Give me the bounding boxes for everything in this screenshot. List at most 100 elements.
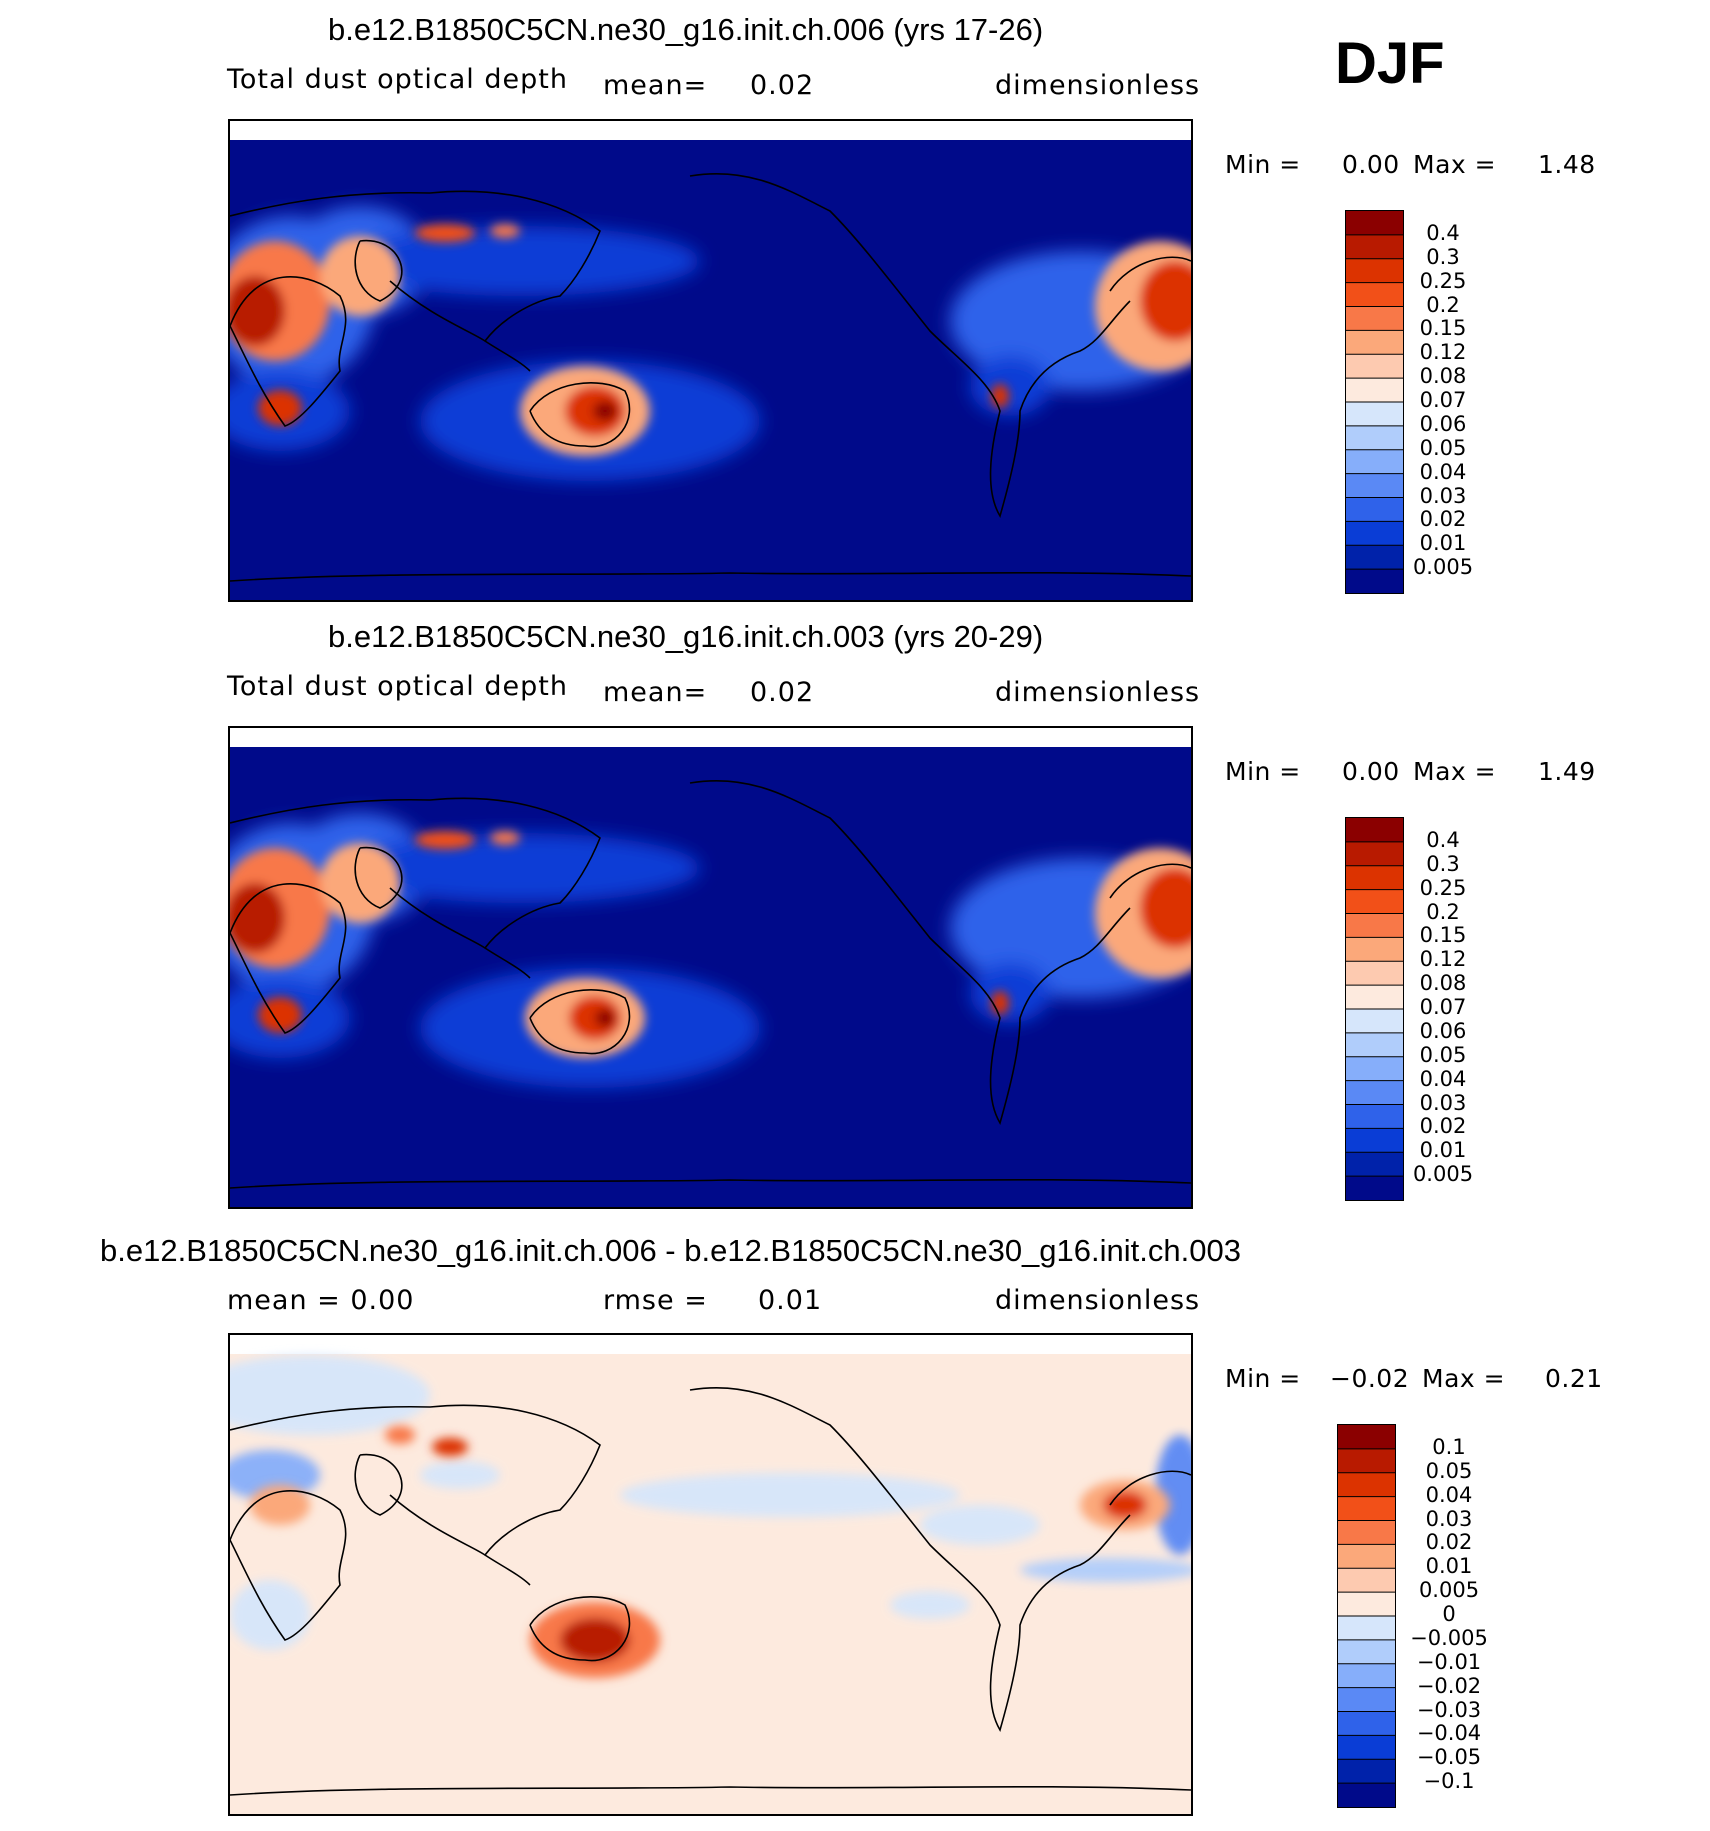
panel3-positive-anomalies bbox=[250, 1426, 1170, 1678]
colorbar-level-label: 0 bbox=[1442, 1602, 1456, 1626]
panel1-min-label: Min = bbox=[1225, 150, 1301, 179]
colorbar-swatch bbox=[1346, 425, 1403, 451]
colorbar-level-label: 0.03 bbox=[1419, 483, 1467, 508]
colorbar-swatch bbox=[1346, 569, 1403, 594]
colorbar-level-label: −0.03 bbox=[1416, 1697, 1482, 1722]
colorbar-swatch bbox=[1346, 818, 1403, 843]
colorbar-level-label: 0.005 bbox=[1418, 1578, 1480, 1603]
colorbar-swatch bbox=[1346, 865, 1403, 891]
panel3-max-label: Max = bbox=[1422, 1364, 1506, 1393]
colorbar-swatch bbox=[1338, 1735, 1395, 1760]
panel2-mean-label: mean= bbox=[603, 677, 708, 708]
colorbar-level-label: −0.01 bbox=[1416, 1649, 1482, 1674]
panel3-rmse-value: 0.01 bbox=[758, 1285, 823, 1316]
colorbar-level-label: 0.03 bbox=[1425, 1506, 1473, 1531]
panel3-negative-anomalies bbox=[230, 1355, 1191, 1650]
colorbar-swatch bbox=[1346, 282, 1403, 308]
colorbar-swatch bbox=[1338, 1472, 1395, 1498]
colorbar-level-label: −0.1 bbox=[1423, 1769, 1475, 1794]
season-label: DJF bbox=[1335, 31, 1445, 96]
colorbar-swatch bbox=[1338, 1448, 1395, 1474]
colorbar-level-label: 0.04 bbox=[1419, 459, 1467, 484]
colorbar-level-label: 0.01 bbox=[1419, 531, 1467, 556]
panel1-mean-value: 0.02 bbox=[750, 70, 815, 101]
colorbar-level-label: −0.05 bbox=[1416, 1745, 1482, 1770]
colorbar-level-label: 0.12 bbox=[1419, 947, 1467, 972]
colorbar-swatch bbox=[1346, 545, 1403, 570]
colorbar-swatch bbox=[1346, 961, 1403, 986]
colorbar-swatch bbox=[1346, 1080, 1403, 1106]
colorbar-level-label: 0.2 bbox=[1426, 292, 1460, 317]
colorbar-swatch bbox=[1338, 1687, 1395, 1713]
colorbar-swatch bbox=[1338, 1639, 1395, 1665]
colorbar-level-label: 0.12 bbox=[1419, 340, 1467, 365]
colorbar-level-label: 0.3 bbox=[1426, 851, 1460, 876]
colorbar-swatch bbox=[1338, 1783, 1395, 1808]
colorbar-swatch bbox=[1346, 258, 1403, 284]
panel1-dust-cores bbox=[230, 224, 1191, 456]
colorbar-level-label: 0.005 bbox=[1412, 555, 1474, 580]
colorbar-swatch bbox=[1346, 211, 1403, 236]
colorbar-swatch bbox=[1338, 1568, 1395, 1593]
panel2-min-label: Min = bbox=[1225, 757, 1301, 786]
colorbar-level-label: 0.07 bbox=[1419, 388, 1467, 412]
panel2-max-value: 1.49 bbox=[1538, 757, 1596, 786]
colorbar-swatch bbox=[1346, 1032, 1403, 1058]
panel1-units: dimensionless bbox=[995, 70, 1201, 101]
colorbar-swatch bbox=[1346, 234, 1403, 260]
colorbar-level-label: 0.1 bbox=[1432, 1434, 1466, 1459]
colorbar-swatch bbox=[1346, 330, 1403, 355]
panel2-variable-label: Total dust optical depth bbox=[227, 671, 568, 702]
colorbar-swatch bbox=[1338, 1520, 1395, 1545]
panel2-units: dimensionless bbox=[995, 677, 1201, 708]
colorbar-level-label: 0.01 bbox=[1419, 1138, 1467, 1163]
colorbar-swatch bbox=[1338, 1616, 1395, 1641]
panel3-rmse-label: rmse = bbox=[603, 1285, 708, 1316]
panel1-min-value: 0.00 bbox=[1342, 150, 1400, 179]
colorbar-level-label: 0.04 bbox=[1425, 1482, 1473, 1507]
colorbar-level-label: 0.06 bbox=[1419, 1018, 1467, 1043]
panel2-mean-value: 0.02 bbox=[750, 677, 815, 708]
colorbar-level-label: 0.06 bbox=[1419, 411, 1467, 436]
panel2-coastlines bbox=[230, 779, 1191, 1189]
panel3-title: b.e12.B1850C5CN.ne30_g16.init.ch.006 - b… bbox=[100, 1233, 1241, 1268]
colorbar-swatch bbox=[1346, 1128, 1403, 1153]
panel2-min-value: 0.00 bbox=[1342, 757, 1400, 786]
panel3-min-label: Min = bbox=[1225, 1364, 1301, 1393]
panel1-max-label: Max = bbox=[1413, 150, 1497, 179]
colorbar-swatch bbox=[1338, 1544, 1395, 1569]
colorbar-level-label: 0.15 bbox=[1419, 923, 1467, 948]
colorbar-swatch bbox=[1338, 1496, 1395, 1522]
panel1-colorbar bbox=[1345, 210, 1404, 594]
colorbar-swatch bbox=[1346, 1056, 1403, 1082]
colorbar-level-label: 0.08 bbox=[1419, 971, 1467, 996]
panel3-mean-label: mean = 0.00 bbox=[227, 1285, 415, 1316]
colorbar-level-label: 0.07 bbox=[1419, 995, 1467, 1019]
colorbar-swatch bbox=[1346, 402, 1403, 427]
colorbar-swatch bbox=[1346, 937, 1403, 962]
colorbar-level-label: 0.4 bbox=[1426, 220, 1460, 245]
panel2-map bbox=[228, 726, 1193, 1209]
colorbar-level-label: 0.05 bbox=[1419, 1042, 1467, 1067]
colorbar-swatch bbox=[1346, 354, 1403, 379]
panel1-title: b.e12.B1850C5CN.ne30_g16.init.ch.006 (yr… bbox=[328, 12, 1044, 47]
panel3-coastlines bbox=[230, 1386, 1191, 1796]
panel1-mean-label: mean= bbox=[603, 70, 708, 101]
colorbar-level-label: 0.02 bbox=[1419, 507, 1467, 532]
colorbar-swatch bbox=[1346, 913, 1403, 938]
panel3-units: dimensionless bbox=[995, 1285, 1201, 1316]
colorbar-swatch bbox=[1346, 889, 1403, 915]
panel3-max-value: 0.21 bbox=[1545, 1364, 1603, 1393]
panel1-max-value: 1.48 bbox=[1538, 150, 1596, 179]
colorbar-swatch bbox=[1346, 521, 1403, 546]
colorbar-swatch bbox=[1338, 1663, 1395, 1689]
colorbar-swatch bbox=[1346, 1176, 1403, 1201]
colorbar-level-label: 0.2 bbox=[1426, 899, 1460, 924]
panel2-colorbar bbox=[1345, 817, 1404, 1201]
colorbar-level-label: 0.01 bbox=[1425, 1554, 1473, 1579]
colorbar-level-label: 0.25 bbox=[1419, 268, 1467, 293]
colorbar-level-label: 0.04 bbox=[1419, 1066, 1467, 1091]
panel3-min-value: −0.02 bbox=[1330, 1364, 1410, 1393]
panel2-max-label: Max = bbox=[1413, 757, 1497, 786]
colorbar-level-label: 0.3 bbox=[1426, 244, 1460, 269]
